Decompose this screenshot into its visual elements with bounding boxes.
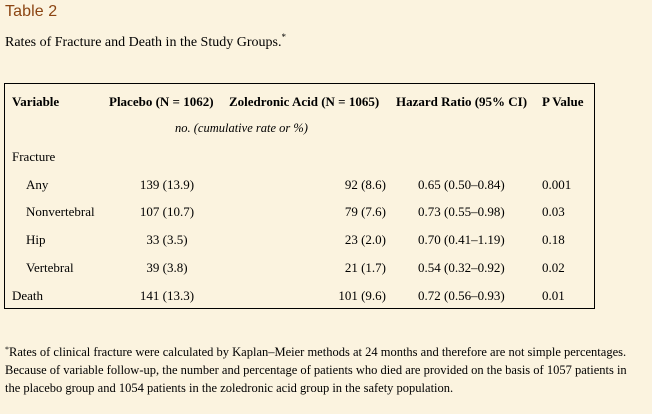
- section-label: Fracture: [12, 149, 56, 164]
- row-hazard-ratio: 0.70 (0.41–1.19): [418, 232, 505, 247]
- section-row-fracture: Fracture: [5, 149, 594, 169]
- row-p-value: 0.001: [542, 177, 572, 192]
- row-placebo: 39 (3.8): [146, 260, 188, 275]
- table-footnote: *Rates of clinical fracture were calcula…: [5, 343, 645, 397]
- row-zoledronic: 101 (9.6): [338, 288, 386, 303]
- row-zoledronic: 23 (2.0): [344, 232, 386, 247]
- row-hazard-ratio: 0.54 (0.32–0.92): [418, 260, 505, 275]
- row-placebo: 33 (3.5): [146, 232, 188, 247]
- row-p-value: 0.03: [542, 204, 565, 219]
- row-zoledronic: 21 (1.7): [344, 260, 386, 275]
- table-label: Table 2: [5, 3, 58, 20]
- footnote-text: Rates of clinical fracture were calculat…: [5, 345, 627, 395]
- header-p-value: P Value: [542, 94, 584, 109]
- table-row: Nonvertebral 107 (10.7) 79 (7.6) 0.73 (0…: [5, 204, 594, 224]
- row-p-value: 0.02: [542, 260, 565, 275]
- row-p-value: 0.18: [542, 232, 565, 247]
- caption-text: Rates of Fracture and Death in the Study…: [5, 35, 282, 50]
- row-variable: Hip: [26, 232, 46, 247]
- table-row: Death 141 (13.3) 101 (9.6) 0.72 (0.56–0.…: [5, 288, 594, 308]
- caption-footnote-marker: *: [281, 32, 286, 42]
- row-hazard-ratio: 0.72 (0.56–0.93): [418, 288, 505, 303]
- row-p-value: 0.01: [542, 288, 565, 303]
- row-variable: Vertebral: [26, 260, 74, 275]
- table-row: Any 139 (13.9) 92 (8.6) 0.65 (0.50–0.84)…: [5, 177, 594, 197]
- row-placebo: 139 (13.9): [139, 177, 195, 192]
- row-placebo: 141 (13.3): [139, 288, 195, 303]
- table-caption: Rates of Fracture and Death in the Study…: [5, 32, 286, 51]
- header-zoledronic-acid: Zoledronic Acid (N = 1065): [229, 94, 380, 109]
- table-row: Hip 33 (3.5) 23 (2.0) 0.70 (0.41–1.19) 0…: [5, 232, 594, 252]
- header-variable: Variable: [12, 94, 60, 109]
- row-zoledronic: 92 (8.6): [344, 177, 386, 192]
- table-row: Vertebral 39 (3.8) 21 (1.7) 0.54 (0.32–0…: [5, 260, 594, 280]
- row-variable: Death: [12, 288, 44, 303]
- header-placebo: Placebo (N = 1062): [109, 94, 214, 109]
- row-placebo: 107 (10.7): [139, 204, 195, 219]
- data-table: Variable Placebo (N = 1062) Zoledronic A…: [4, 83, 595, 309]
- row-variable: Any: [26, 177, 49, 192]
- row-zoledronic: 79 (7.6): [344, 204, 386, 219]
- footnote-marker: *: [5, 345, 9, 354]
- row-variable: Nonvertebral: [26, 204, 95, 219]
- header-hazard-ratio: Hazard Ratio (95% CI): [396, 94, 528, 109]
- units-subheader: no. (cumulative rate or %): [175, 121, 308, 135]
- row-hazard-ratio: 0.73 (0.55–0.98): [418, 204, 505, 219]
- row-hazard-ratio: 0.65 (0.50–0.84): [418, 177, 505, 192]
